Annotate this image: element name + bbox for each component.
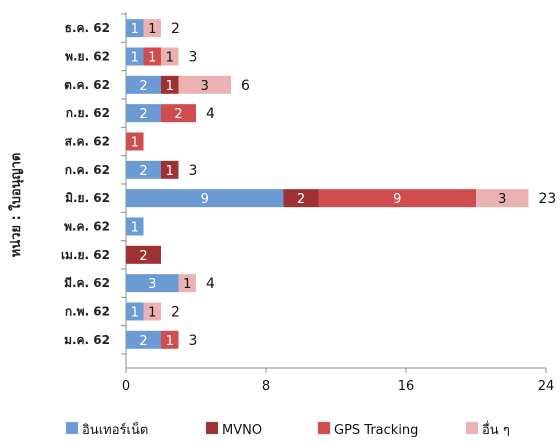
x-tick-label: 8 bbox=[262, 379, 270, 394]
bar-segment bbox=[126, 189, 284, 208]
segment-value-label: 2 bbox=[297, 192, 305, 207]
segment-value-label: 1 bbox=[148, 22, 156, 37]
legend-label: GPS Tracking bbox=[334, 423, 418, 438]
segment-value-label: 2 bbox=[139, 164, 147, 179]
bar-segment bbox=[126, 19, 144, 38]
segment-value-label: 2 bbox=[139, 107, 147, 122]
segment-value-label: 9 bbox=[201, 192, 209, 207]
legend-swatch bbox=[206, 422, 218, 434]
bar-total-label: 2 bbox=[171, 304, 180, 320]
segment-value-label: 1 bbox=[131, 22, 139, 37]
bar-segment bbox=[126, 217, 144, 236]
bar-total-label: 4 bbox=[206, 276, 215, 292]
segment-value-label: 3 bbox=[201, 79, 209, 94]
y-category-label: ธ.ค. 62 bbox=[65, 21, 110, 35]
bar-total-label: 3 bbox=[189, 163, 198, 179]
bar-segment bbox=[126, 132, 144, 151]
segment-value-label: 1 bbox=[183, 277, 191, 292]
x-tick-label: 24 bbox=[538, 379, 555, 394]
bar-segment bbox=[476, 189, 529, 208]
y-category-label: พ.ย. 62 bbox=[65, 49, 110, 63]
segment-value-label: 1 bbox=[131, 305, 139, 320]
bar-segment bbox=[178, 274, 196, 293]
bar-total-label: 6 bbox=[241, 78, 250, 94]
segment-value-label: 2 bbox=[139, 79, 147, 94]
segment-value-label: 1 bbox=[131, 50, 139, 65]
y-category-label: ก.ค. 62 bbox=[65, 163, 110, 177]
segment-value-label: 2 bbox=[174, 107, 182, 122]
segment-value-label: 1 bbox=[148, 305, 156, 320]
bar-segment bbox=[143, 47, 161, 66]
bar-total-label: 2 bbox=[171, 21, 180, 37]
y-axis-title: หน่วย : ใบอนุญาต bbox=[7, 153, 24, 258]
bar-segment bbox=[161, 160, 179, 179]
bar-segment bbox=[143, 302, 161, 321]
bar-total-label: 23 bbox=[539, 191, 557, 207]
bar-segment bbox=[126, 245, 161, 264]
x-tick-label: 16 bbox=[398, 379, 415, 394]
segment-value-label: 1 bbox=[166, 164, 174, 179]
y-category-label: ส.ค. 62 bbox=[65, 134, 110, 148]
segment-value-label: 1 bbox=[148, 50, 156, 65]
segment-value-label: 3 bbox=[148, 277, 156, 292]
bar-total-label: 3 bbox=[189, 49, 198, 65]
y-axis-title-group: หน่วย : ใบอนุญาต bbox=[7, 153, 24, 258]
y-category-label: ก.ย. 62 bbox=[66, 106, 110, 120]
legend-label: MVNO bbox=[222, 423, 262, 438]
segment-value-label: 1 bbox=[166, 50, 174, 65]
legend-swatch bbox=[318, 422, 330, 434]
legend-label: อื่น ๆ bbox=[482, 421, 510, 438]
plot-area: 0 8 16 24ธ.ค. 62 1 1 2พ.ย. 62 1 1 1 3ต.ค. 62 2 1 3 6ก.… bbox=[61, 12, 556, 394]
x-tick-label: 0 bbox=[122, 379, 130, 394]
legend: อินเทอร์เน็ต MVNO GPS Tracking อื่น ๆ bbox=[66, 420, 510, 438]
segment-value-label: 2 bbox=[139, 249, 147, 264]
y-category-label: ม.ค. 62 bbox=[64, 333, 110, 347]
segment-value-label: 2 bbox=[139, 334, 147, 349]
bar-segment bbox=[178, 75, 231, 94]
y-category-label: พ.ค. 62 bbox=[64, 219, 110, 233]
legend-swatch bbox=[66, 422, 78, 434]
bar-total-label: 4 bbox=[206, 106, 215, 122]
y-category-label: ก.พ. 62 bbox=[65, 304, 110, 318]
segment-value-label: 1 bbox=[166, 334, 174, 349]
bar-segment bbox=[318, 189, 476, 208]
bar-total-label: 3 bbox=[189, 333, 198, 349]
bar-segment bbox=[161, 104, 196, 123]
bar-segment bbox=[161, 47, 179, 66]
bar-segment bbox=[126, 330, 161, 349]
y-category-label: เม.ย. 62 bbox=[61, 248, 110, 262]
bar-segment bbox=[126, 274, 179, 293]
bar-segment bbox=[126, 104, 161, 123]
bar-segment bbox=[126, 302, 144, 321]
bar-segment bbox=[161, 330, 179, 349]
bar-segment bbox=[161, 75, 179, 94]
y-category-label: ต.ค. 62 bbox=[64, 78, 110, 92]
legend-label: อินเทอร์เน็ต bbox=[82, 420, 148, 438]
legend-swatch bbox=[466, 422, 478, 434]
segment-value-label: 3 bbox=[498, 192, 506, 207]
y-category-label: มิ.ย. 62 bbox=[65, 191, 110, 205]
segment-value-label: 1 bbox=[131, 220, 139, 235]
bar-segment bbox=[143, 19, 161, 38]
bar-segment bbox=[126, 75, 161, 94]
bar-segment bbox=[126, 47, 144, 66]
segment-value-label: 1 bbox=[166, 79, 174, 94]
y-category-label: มี.ค. 62 bbox=[64, 276, 110, 290]
bar-segment bbox=[126, 160, 161, 179]
segment-value-label: 9 bbox=[393, 192, 401, 207]
segment-value-label: 1 bbox=[131, 135, 139, 150]
bar-segment bbox=[283, 189, 319, 208]
